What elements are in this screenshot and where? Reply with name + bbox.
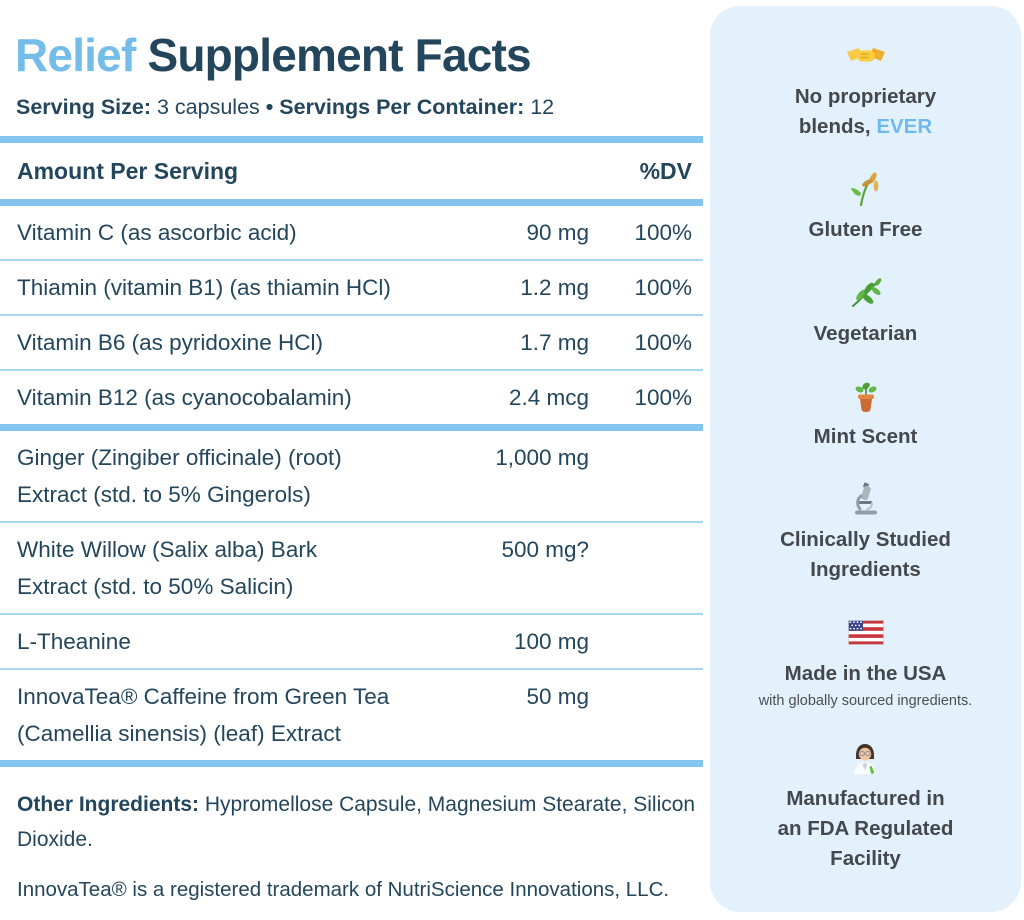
feature-label-accent: EVER bbox=[876, 115, 933, 138]
supplement-table: Vitamin C (as ascorbic acid) 90 mg 100% Thi… bbox=[0, 206, 706, 767]
divider bbox=[0, 199, 703, 206]
ingredient-amount: 1,000 mg bbox=[495, 445, 589, 470]
table-header-row: Amount Per Serving %DV bbox=[0, 143, 706, 199]
ingredient-dv: 100% bbox=[634, 275, 692, 300]
feature-label: Gluten Free bbox=[808, 218, 923, 242]
feature-item: Vegetarian bbox=[813, 275, 918, 349]
feature-label: Made in the USA bbox=[784, 661, 947, 685]
feature-item: Made in the USA with globally sourced ing… bbox=[758, 615, 973, 711]
ingredient-name: Vitamin C (as ascorbic acid) bbox=[17, 220, 297, 245]
ingredient-dv: 100% bbox=[634, 330, 692, 355]
ingredient-amount: 50 mg bbox=[526, 684, 589, 709]
divider bbox=[0, 521, 703, 523]
ingredient-name: Thiamin (vitamin B1) (as thiamin HCl) bbox=[17, 275, 391, 300]
feature-label: Mint Scent bbox=[813, 424, 918, 448]
feature-label: Clinically Studied Ingredients bbox=[780, 528, 951, 582]
ingredient-dv bbox=[589, 678, 692, 752]
ingredient-name: Ginger (Zingiber officinale) (root) Extra… bbox=[17, 445, 342, 507]
feature-item: No proprietary blends, EVER bbox=[795, 38, 936, 142]
divider bbox=[0, 760, 703, 767]
table-row: Vitamin B12 (as cyanocobalamin) 2.4 mcg 10… bbox=[0, 371, 706, 424]
rice-sheaf-icon bbox=[849, 171, 881, 207]
other-ingredients-value: Hypromellose Capsule, Magnesium Stearate… bbox=[17, 793, 696, 851]
feature-subtext: with globally sourced ingredients. bbox=[758, 692, 973, 709]
divider bbox=[0, 668, 703, 670]
divider bbox=[0, 613, 703, 615]
table-row: Vitamin C (as ascorbic acid) 90 mg 100% bbox=[0, 206, 706, 259]
feature-item: Mint Scent bbox=[813, 378, 918, 452]
potted-plant-icon bbox=[850, 378, 882, 414]
feature-label: Vegetarian bbox=[813, 321, 918, 345]
ingredient-amount: 1.2 mg bbox=[520, 275, 589, 300]
ingredient-amount: 1.7 mg bbox=[520, 330, 589, 355]
table-row: Ginger (Zingiber officinale) (root) Extra… bbox=[0, 431, 706, 521]
divider bbox=[0, 424, 703, 431]
page-title: Relief Supplement Facts bbox=[15, 28, 694, 82]
feature-item: Gluten Free bbox=[808, 171, 923, 245]
servings-per-container-value: 12 bbox=[530, 95, 555, 119]
handshake-icon bbox=[846, 38, 886, 74]
supplement-facts-panel: Relief Supplement Facts Serving Size: 3 … bbox=[0, 28, 706, 907]
ingredient-dv bbox=[589, 623, 692, 660]
ingredient-dv: 100% bbox=[634, 385, 692, 410]
ingredient-amount: 90 mg bbox=[526, 220, 589, 245]
servings-per-container-label: Servings Per Container: bbox=[279, 95, 525, 119]
ingredient-amount: 500 mg? bbox=[501, 537, 589, 562]
table-row: InnovaTea® Caffeine from Green Tea (Camel… bbox=[0, 670, 706, 760]
percent-dv-header: %DV bbox=[639, 158, 692, 184]
ingredient-name: Vitamin B12 (as cyanocobalamin) bbox=[17, 385, 352, 410]
notes-section: Other Ingredients: Hypromellose Capsule,… bbox=[17, 787, 696, 907]
serving-size-value: 3 capsules bbox=[157, 95, 260, 119]
divider bbox=[0, 259, 703, 261]
table-row: White Willow (Salix alba) Bark Extract (s… bbox=[0, 523, 706, 613]
feature-item: Clinically Studied Ingredients bbox=[780, 481, 951, 585]
page-title-rest: Supplement Facts bbox=[135, 29, 531, 81]
other-ingredients-label: Other Ingredients: bbox=[17, 793, 200, 816]
ingredient-name: White Willow (Salix alba) Bark Extract (s… bbox=[17, 537, 318, 599]
ingredient-dv: 100% bbox=[634, 220, 692, 245]
usa-flag-icon bbox=[847, 615, 884, 651]
feature-callouts-card: No proprietary blends, EVER Gluten Free Veg… bbox=[710, 6, 1021, 912]
ingredient-amount: 2.4 mcg bbox=[508, 385, 589, 410]
table-row: L-Theanine 100 mg bbox=[0, 615, 706, 668]
ingredient-amount: 100 mg bbox=[513, 629, 589, 654]
serving-info: Serving Size: 3 capsules • Servings Per … bbox=[16, 95, 706, 120]
divider bbox=[0, 369, 703, 371]
divider bbox=[0, 314, 703, 316]
table-row: Thiamin (vitamin B1) (as thiamin HCl) 1.2… bbox=[0, 261, 706, 314]
bullet-separator: • bbox=[265, 95, 274, 119]
ingredient-dv bbox=[589, 531, 692, 605]
herb-icon bbox=[848, 275, 882, 311]
scientist-icon bbox=[849, 740, 881, 776]
feature-label: Manufactured in an FDA Regulated Facility bbox=[777, 786, 954, 870]
ingredient-name: InnovaTea® Caffeine from Green Tea (Camel… bbox=[17, 684, 390, 746]
trademark-note: InnovaTea® is a registered trademark of … bbox=[17, 878, 670, 901]
feature-label: No proprietary blends, EVER bbox=[794, 85, 937, 138]
ingredient-name: Vitamin B6 (as pyridoxine HCl) bbox=[17, 330, 323, 355]
ingredient-dv bbox=[589, 439, 692, 513]
microscope-icon bbox=[850, 481, 882, 517]
divider bbox=[0, 136, 703, 143]
other-ingredients-note: Other Ingredients: Hypromellose Capsule,… bbox=[17, 787, 696, 857]
page-title-accent: Relief bbox=[15, 29, 136, 81]
serving-size-label: Serving Size: bbox=[16, 95, 152, 119]
feature-item: Manufactured in an FDA Regulated Facility bbox=[777, 740, 954, 874]
amount-per-serving-header: Amount Per Serving bbox=[17, 158, 239, 184]
table-row: Vitamin B6 (as pyridoxine HCl) 1.7 mg 100% bbox=[0, 316, 706, 369]
ingredient-name: L-Theanine bbox=[17, 629, 131, 654]
